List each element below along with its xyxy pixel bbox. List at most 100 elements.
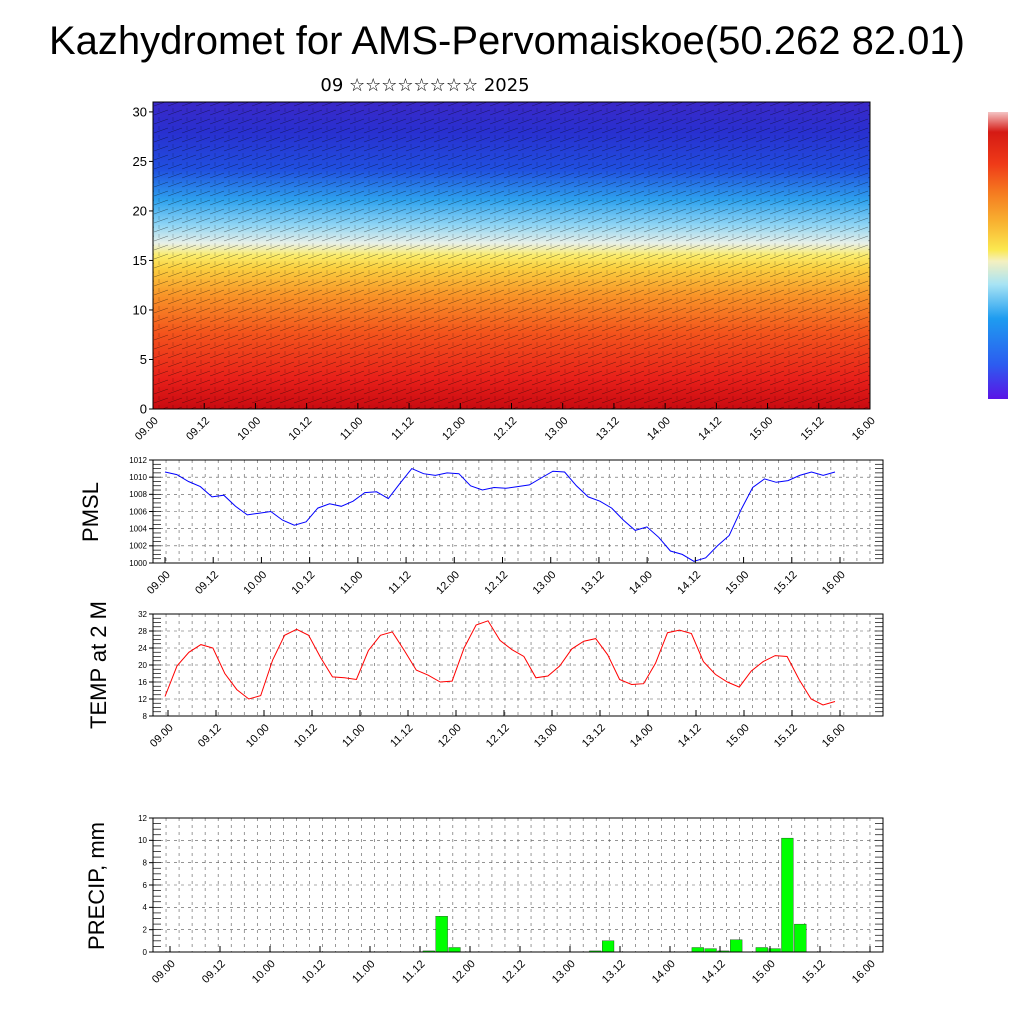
precip-x-tick-label: 10.12	[300, 958, 328, 986]
chart-title: Kazhydromet for AMS-Pervomaiskoe(50.262 …	[49, 19, 965, 63]
temp-x-tick-label: 15.12	[772, 722, 800, 750]
precip-bars	[422, 837, 807, 953]
temp-x-tick-label: 14.12	[676, 722, 704, 750]
pmsl-x-tick-label: 12.00	[434, 569, 462, 597]
temp-y-tick-label: 32	[138, 610, 147, 619]
color-bar	[988, 112, 1008, 399]
precip-axis-label: PRECIP, mm	[84, 822, 109, 950]
precip-y-tick-label: 10	[138, 836, 147, 845]
cross-section-x-tick-label: 13.12	[594, 415, 622, 443]
pmsl-x-tick-label: 14.00	[627, 569, 655, 597]
pmsl-x-tick-label: 11.12	[386, 569, 413, 596]
precip-y-tick-label: 2	[143, 925, 148, 934]
pmsl-axis-label: PMSL	[78, 482, 103, 542]
precip-x-tick-label: 16.00	[850, 958, 878, 986]
precip-panel: 0 2 4 6 8 10 12 09.00 09.12 10.00 10.12 11.00 11.12…	[84, 814, 884, 986]
temp-x-tick-label: 14.00	[628, 722, 656, 750]
precip-x-tick-label: 12.12	[500, 958, 528, 986]
cross-section-y-tick-label: 30	[133, 104, 147, 119]
precip-y-tick-label: 8	[143, 858, 148, 867]
precip-x-tick-label: 11.00	[350, 958, 377, 985]
precip-y-tick-label: 6	[143, 881, 148, 890]
temp-x-tick-label: 12.12	[484, 722, 512, 750]
precip-x-tick-label: 12.00	[450, 958, 478, 986]
precip-y-ticks: 0 2 4 6 8 10 12	[138, 814, 153, 957]
precip-x-tick-label: 15.00	[750, 958, 778, 986]
pmsl-x-tick-label: 14.12	[675, 569, 703, 597]
pmsl-x-tick-label: 13.12	[579, 569, 607, 597]
precip-bar	[435, 916, 448, 953]
temp-x-tick-label: 10.00	[244, 722, 272, 750]
cross-section-x-tick-label: 09.12	[184, 415, 212, 443]
cross-section-x-tick-label: 09.00	[133, 415, 161, 443]
cross-section-y-tick-label: 25	[133, 154, 147, 169]
temp-x-tick-label: 09.00	[148, 722, 176, 750]
pmsl-series-line	[164, 467, 836, 562]
temp-x-tick-label: 11.12	[388, 722, 415, 749]
temp-x-tick-label: 11.00	[340, 722, 367, 749]
pmsl-y-tick-label: 1006	[129, 507, 147, 516]
precip-bar	[704, 948, 717, 953]
pmsl-y-tick-label: 1010	[129, 473, 147, 482]
cross-section-x-tick-label: 10.00	[235, 415, 263, 443]
temp-axis-label: TEMP at 2 M	[86, 601, 111, 729]
pmsl-x-tick-label: 16.00	[820, 569, 848, 597]
temp-panel: 8 12 16 20 24 28 32 09.00 09.12 10.00 10.12 11.00 1…	[86, 601, 884, 750]
temp-x-tick-label: 13.12	[580, 722, 608, 750]
pmsl-y-ticks: 1000 1002 1004 1006 1008 1010 1012	[129, 456, 153, 568]
temp-y-ticks: 8 12 16 20 24 28 32	[138, 610, 153, 721]
temp-x-tick-label: 13.00	[532, 722, 560, 750]
pmsl-y-tick-label: 1012	[129, 456, 147, 465]
temp-y-tick-label: 12	[138, 695, 147, 704]
cross-section-y-tick-label: 20	[133, 203, 147, 218]
precip-x-tick-label: 13.00	[550, 958, 578, 986]
temp-y-tick-label: 20	[138, 661, 147, 670]
precip-x-tick-label: 14.12	[700, 958, 728, 986]
precip-x-tick-label: 09.00	[150, 958, 178, 986]
precip-y-tick-label: 0	[143, 948, 148, 957]
pmsl-x-tick-label: 09.12	[193, 569, 221, 597]
temp-y-tick-label: 24	[138, 644, 147, 653]
temp-series-line	[164, 620, 836, 706]
pmsl-y-tick-label: 1004	[129, 524, 147, 533]
temp-x-tick-label: 12.00	[436, 722, 464, 750]
precip-bar	[794, 923, 807, 953]
pmsl-x-tick-label: 10.00	[241, 569, 269, 597]
precip-bar	[730, 939, 743, 953]
pmsl-grid	[153, 459, 883, 564]
precip-bar	[755, 947, 768, 953]
precip-y-tick-label: 4	[143, 903, 148, 912]
pmsl-x-tick-label: 12.12	[482, 569, 510, 597]
precip-x-tick-label: 11.12	[400, 958, 427, 985]
cross-section-y-tick-label: 10	[133, 303, 147, 318]
cross-section-y-ticks: 0 5 10 15 20 25 30	[133, 104, 153, 417]
temp-x-tick-label: 16.00	[820, 722, 848, 750]
pmsl-x-tick-label: 15.00	[723, 569, 751, 597]
cross-section-x-tick-label: 10.12	[287, 415, 315, 443]
chart-subtitle: 09 ☆☆☆☆☆☆☆☆ 2025	[320, 75, 529, 96]
wind-barb-overlay	[153, 102, 870, 409]
precip-bar	[602, 940, 615, 953]
precip-x-tick-label: 14.00	[650, 958, 678, 986]
pmsl-x-tick-label: 13.00	[531, 569, 559, 597]
temp-x-tick-label: 10.12	[292, 722, 320, 750]
cross-section-y-tick-label: 0	[140, 402, 147, 417]
pmsl-panel: 1000 1002 1004 1006 1008 1010 1012 09.00 09.12 1…	[78, 456, 884, 597]
cross-section-y-tick-label: 15	[133, 253, 147, 268]
pmsl-y-tick-label: 1002	[129, 542, 147, 551]
precip-y-tick-label: 12	[138, 814, 147, 823]
pmsl-y-tick-label: 1008	[129, 490, 147, 499]
temp-y-tick-label: 16	[138, 678, 147, 687]
cross-section-x-tick-label: 11.12	[389, 415, 416, 442]
pmsl-x-tick-label: 15.12	[772, 569, 800, 597]
precip-bar	[781, 837, 794, 953]
cross-section-x-tick-label: 16.00	[850, 415, 878, 443]
precip-x-tick-label: 09.12	[200, 958, 228, 986]
temp-grid	[153, 613, 883, 717]
precip-x-tick-label: 15.12	[800, 958, 828, 986]
cross-section-x-tick-label: 15.00	[747, 415, 775, 443]
cross-section-x-tick-label: 15.12	[799, 415, 827, 443]
precip-x-tick-label: 10.00	[250, 958, 278, 986]
pmsl-x-tick-label: 09.00	[145, 569, 173, 597]
